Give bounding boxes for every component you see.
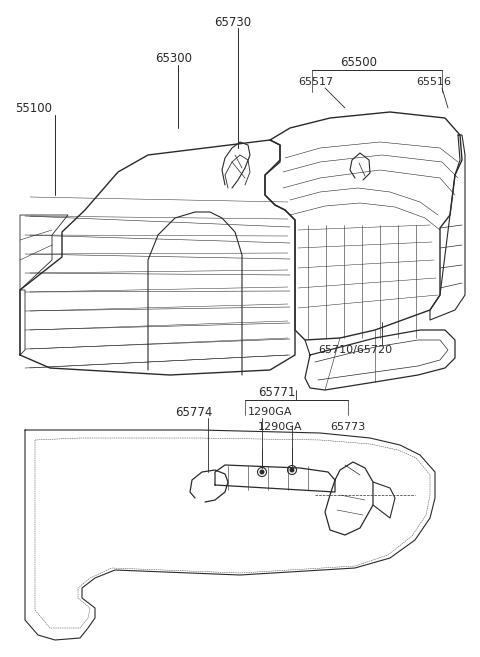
Text: 65500: 65500 bbox=[340, 55, 377, 68]
Text: 1290GA: 1290GA bbox=[258, 422, 302, 432]
Text: 1290GA: 1290GA bbox=[248, 407, 292, 417]
Text: 65774: 65774 bbox=[175, 405, 212, 419]
Circle shape bbox=[290, 468, 294, 472]
Text: 65517: 65517 bbox=[298, 77, 333, 87]
Text: 65300: 65300 bbox=[155, 51, 192, 64]
Text: 65771: 65771 bbox=[258, 386, 295, 399]
Text: 65516: 65516 bbox=[416, 77, 451, 87]
Text: 65730: 65730 bbox=[214, 16, 251, 28]
Text: 55100: 55100 bbox=[15, 101, 52, 114]
Circle shape bbox=[260, 470, 264, 474]
Text: 65773: 65773 bbox=[330, 422, 365, 432]
Text: 65710/65720: 65710/65720 bbox=[318, 345, 392, 355]
